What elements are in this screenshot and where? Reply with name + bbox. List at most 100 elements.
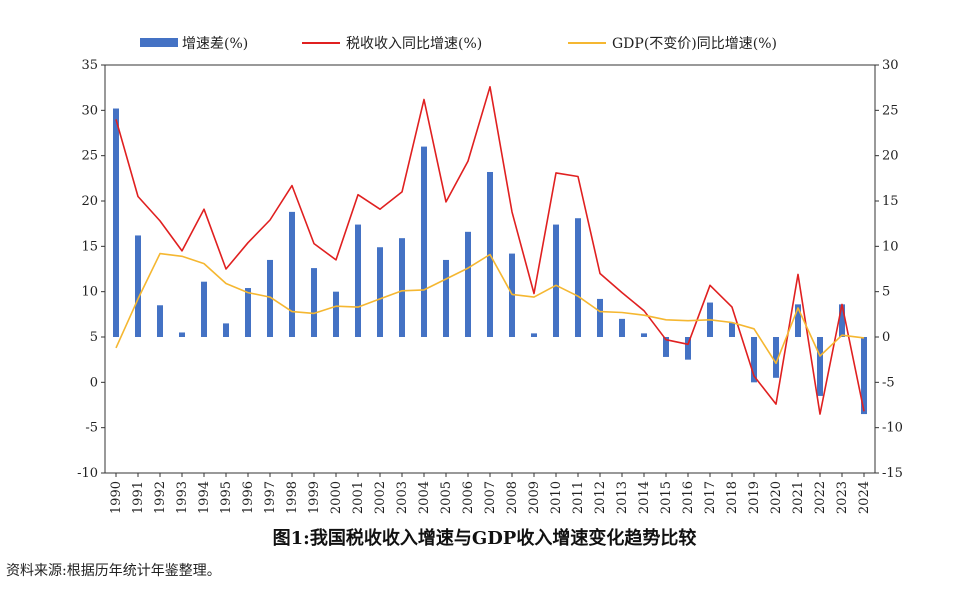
bar-2002 — [377, 247, 383, 337]
left-tick-label: 35 — [81, 58, 98, 73]
bar-2014 — [641, 333, 647, 337]
x-tick-label: 2013 — [615, 481, 630, 514]
x-tick-label: 2014 — [637, 481, 652, 514]
legend-label-bar: 增速差(%) — [182, 36, 248, 52]
x-tick-label: 2008 — [505, 481, 520, 514]
bar-1996 — [245, 288, 251, 337]
bar-1992 — [157, 305, 163, 337]
x-tick-label: 2021 — [791, 481, 806, 514]
x-tick-label: 1995 — [219, 481, 234, 514]
bar-2008 — [509, 253, 515, 337]
bar-1993 — [179, 332, 185, 337]
right-tick-label: 30 — [882, 58, 899, 73]
bar-2012 — [597, 298, 603, 337]
bar-2001 — [355, 224, 361, 337]
bar-2000 — [333, 291, 339, 337]
x-tick-label: 1990 — [109, 481, 124, 514]
bar-2016 — [685, 337, 691, 360]
x-tick-label: 2020 — [769, 481, 784, 514]
x-tick-label: 2006 — [461, 481, 476, 514]
left-axis: -10 -5 0 5 10 15 20 25 30 35 — [77, 58, 105, 481]
bar-series — [113, 108, 867, 415]
left-tick-label: 25 — [81, 149, 98, 164]
x-tick-label: 2023 — [835, 481, 850, 514]
legend-label-tax: 税收收入同比增速(%) — [346, 36, 482, 52]
bar-1999 — [311, 268, 317, 337]
left-tick-label: 10 — [81, 285, 98, 300]
right-axis: -15 -10 -5 0 5 10 15 20 25 30 — [875, 58, 903, 481]
x-tick-label: 2024 — [857, 481, 872, 514]
bar-2018 — [729, 322, 735, 337]
x-tick-label: 1997 — [263, 481, 278, 514]
combo-chart: 增速差(%) 税收收入同比增速(%) GDP(不变价)同比增速(%) -10 -5… — [77, 36, 903, 514]
x-tick-label: 2015 — [659, 481, 674, 514]
legend: 增速差(%) 税收收入同比增速(%) GDP(不变价)同比增速(%) — [140, 36, 777, 52]
bar-2015 — [663, 337, 669, 357]
x-tick-label: 2016 — [681, 481, 696, 514]
right-tick-label: 10 — [882, 239, 899, 254]
bar-2020 — [773, 337, 779, 378]
bar-2005 — [443, 259, 449, 337]
x-tick-label: 1994 — [197, 481, 212, 514]
x-tick-label: 2019 — [747, 481, 762, 514]
bar-1991 — [135, 235, 141, 337]
right-tick-label: 15 — [882, 194, 899, 209]
bar-2022 — [817, 337, 823, 396]
bar-2009 — [531, 333, 537, 337]
left-tick-label: 15 — [81, 239, 98, 254]
right-tick-label: -5 — [882, 375, 895, 390]
left-tick-label: 30 — [81, 103, 98, 118]
bar-1990 — [113, 108, 119, 338]
bar-2019 — [751, 337, 757, 383]
x-tick-label: 1992 — [153, 481, 168, 514]
bar-2024 — [861, 337, 867, 415]
gdp-growth-line — [115, 252, 865, 365]
x-tick-label: 2010 — [549, 481, 564, 514]
tax-growth-line — [115, 86, 865, 415]
x-tick-label: 2005 — [439, 481, 454, 514]
right-tick-label: 25 — [882, 103, 899, 118]
bar-1994 — [201, 281, 207, 337]
x-tick-label: 2007 — [483, 481, 498, 514]
x-tick-label: 2003 — [395, 481, 410, 514]
left-tick-label: 20 — [81, 194, 98, 209]
figure-caption: 图1:我国税收收入增速与GDP收入增速变化趋势比较 — [272, 528, 697, 549]
x-tick-label: 2004 — [417, 481, 432, 514]
bar-2013 — [619, 318, 625, 337]
bar-1998 — [289, 211, 295, 337]
legend-swatch-bar — [140, 38, 178, 47]
bar-1997 — [267, 259, 273, 337]
right-tick-label: 0 — [882, 330, 890, 345]
x-axis: 1990 1991 1992 1993 1994 1995 1996 1997 1998 1999… — [109, 473, 872, 514]
bar-2021 — [795, 304, 801, 337]
x-tick-label: 2009 — [527, 481, 542, 514]
x-tick-label: 1991 — [131, 481, 146, 514]
x-tick-label: 2000 — [329, 481, 344, 514]
x-tick-label: 1993 — [175, 481, 190, 514]
bar-2011 — [575, 218, 581, 337]
x-tick-label: 2018 — [725, 481, 740, 514]
x-tick-label: 2001 — [351, 481, 366, 514]
line-series — [115, 86, 865, 415]
right-tick-label: 5 — [882, 285, 890, 300]
right-tick-label: -15 — [882, 466, 903, 481]
right-tick-label: -10 — [882, 421, 903, 436]
left-tick-label: 0 — [90, 375, 98, 390]
left-tick-label: 5 — [90, 330, 98, 345]
left-tick-label: -10 — [77, 466, 98, 481]
right-tick-label: 20 — [882, 149, 899, 164]
bar-2006 — [465, 231, 471, 337]
x-tick-label: 2011 — [571, 481, 586, 514]
bar-1995 — [223, 323, 229, 337]
bar-2003 — [399, 238, 405, 337]
left-tick-label: -5 — [85, 421, 98, 436]
legend-label-gdp: GDP(不变价)同比增速(%) — [612, 36, 777, 52]
bar-2023 — [839, 304, 845, 337]
x-tick-label: 2017 — [703, 481, 718, 514]
x-tick-label: 2002 — [373, 481, 388, 514]
source-note: 资料来源:根据历年统计年鉴整理。 — [6, 563, 221, 579]
x-tick-label: 2012 — [593, 481, 608, 514]
bar-2004 — [421, 146, 427, 337]
bar-2010 — [553, 224, 559, 337]
x-tick-label: 1999 — [307, 481, 322, 514]
